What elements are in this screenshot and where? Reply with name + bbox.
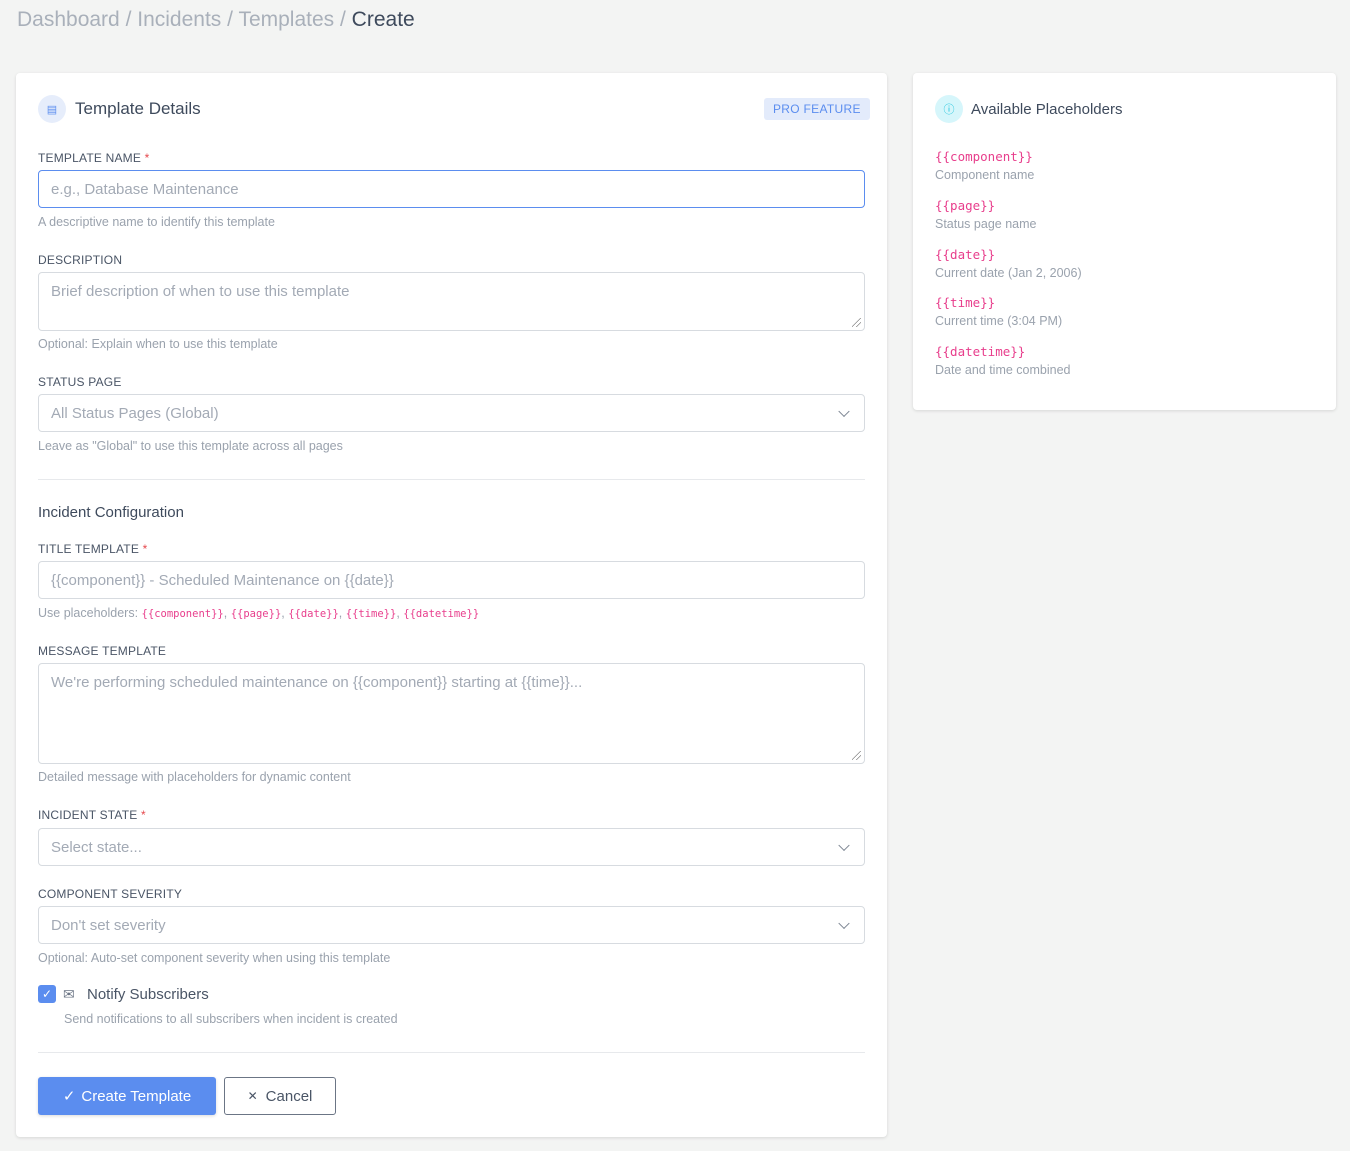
status-page-label: STATUS PAGE bbox=[38, 375, 122, 389]
placeholders-card: ⓘ Available Placeholders {{component}} Co… bbox=[913, 73, 1336, 410]
divider bbox=[38, 1052, 865, 1053]
incident-state-value: Select state... bbox=[51, 838, 142, 856]
resize-handle-icon[interactable] bbox=[852, 751, 861, 760]
notify-label[interactable]: Notify Subscribers bbox=[87, 986, 209, 1003]
template-details-card bbox=[16, 73, 887, 1137]
pro-feature-badge: PRO FEATURE bbox=[764, 98, 870, 120]
divider bbox=[38, 479, 865, 480]
breadcrumb-incidents[interactable]: Incidents bbox=[137, 8, 222, 31]
chevron-down-icon bbox=[838, 917, 850, 930]
chevron-down-icon bbox=[838, 839, 850, 852]
incident-state-label: INCIDENT STATE * bbox=[38, 808, 146, 822]
help-circle-icon: ⓘ bbox=[935, 95, 963, 123]
template-name-input[interactable]: e.g., Database Maintenance bbox=[38, 170, 865, 208]
notify-help: Send notifications to all subscribers wh… bbox=[64, 1012, 398, 1026]
status-page-help: Leave as "Global" to use this template a… bbox=[38, 439, 343, 453]
breadcrumb: Dashboard / Incidents / Templates / Crea… bbox=[17, 8, 415, 31]
template-name-label: TEMPLATE NAME * bbox=[38, 151, 150, 165]
description-help: Optional: Explain when to use this templ… bbox=[38, 337, 278, 351]
template-name-help: A descriptive name to identify this temp… bbox=[38, 215, 275, 229]
message-placeholder: We're performing scheduled maintenance o… bbox=[51, 674, 583, 691]
description-label: DESCRIPTION bbox=[38, 253, 123, 267]
breadcrumb-templates[interactable]: Templates bbox=[238, 8, 335, 31]
title-template-help: Use placeholders: {{component}}, {{page}… bbox=[38, 606, 480, 620]
close-icon: ✕ bbox=[247, 1089, 258, 1103]
title-template-label: TITLE TEMPLATE * bbox=[38, 542, 148, 556]
component-severity-help: Optional: Auto-set component severity wh… bbox=[38, 951, 391, 965]
message-template-label: MESSAGE TEMPLATE bbox=[38, 644, 167, 658]
cancel-button[interactable]: ✕ Cancel bbox=[224, 1077, 336, 1115]
placeholder-item: {{page}} Status page name bbox=[935, 198, 1037, 231]
status-page-value: All Status Pages (Global) bbox=[51, 404, 219, 422]
status-page-select[interactable]: All Status Pages (Global) bbox=[38, 394, 865, 432]
breadcrumb-dashboard[interactable]: Dashboard bbox=[17, 8, 120, 31]
chevron-down-icon bbox=[838, 405, 850, 418]
breadcrumb-current: Create bbox=[351, 8, 415, 31]
description-textarea[interactable]: Brief description of when to use this te… bbox=[38, 272, 865, 331]
description-placeholder: Brief description of when to use this te… bbox=[51, 283, 350, 300]
card-title: Template Details bbox=[75, 99, 201, 118]
component-severity-select[interactable]: Don't set severity bbox=[38, 906, 865, 944]
notify-checkbox[interactable]: ✓ bbox=[38, 985, 56, 1003]
placeholder-item: {{component}} Component name bbox=[935, 149, 1035, 182]
incident-state-select[interactable]: Select state... bbox=[38, 828, 865, 866]
create-template-button[interactable]: ✓ Create Template bbox=[38, 1077, 216, 1115]
section-heading: Incident Configuration bbox=[38, 504, 184, 521]
message-template-help: Detailed message with placeholders for d… bbox=[38, 770, 351, 784]
resize-handle-icon[interactable] bbox=[852, 318, 861, 327]
placeholder-item: {{date}} Current date (Jan 2, 2006) bbox=[935, 247, 1082, 280]
document-icon: ▤ bbox=[38, 95, 66, 123]
placeholder-list: {{component}} Component name {{page}} Stat… bbox=[935, 149, 1082, 377]
placeholders-title: Available Placeholders bbox=[971, 101, 1123, 118]
title-template-input[interactable]: {{component}} - Scheduled Maintenance on… bbox=[38, 561, 865, 599]
envelope-icon: ✉ bbox=[63, 986, 75, 1002]
message-template-textarea[interactable]: We're performing scheduled maintenance o… bbox=[38, 663, 865, 764]
component-severity-label: COMPONENT SEVERITY bbox=[38, 887, 183, 901]
placeholder-item: {{datetime}} Date and time combined bbox=[935, 344, 1071, 377]
component-severity-value: Don't set severity bbox=[51, 916, 166, 934]
placeholder-item: {{time}} Current time (3:04 PM) bbox=[935, 295, 1063, 328]
check-icon: ✓ bbox=[62, 1088, 76, 1105]
